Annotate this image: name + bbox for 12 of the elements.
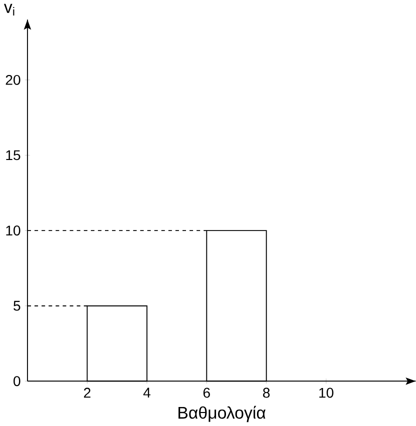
y-tick-label: 5 xyxy=(13,300,20,311)
x-axis-title: Βαθμολογία xyxy=(178,406,266,422)
y-axis-title: v$_{i}$ xyxy=(4,4,14,16)
x-tick-label: 10 xyxy=(319,388,334,398)
y-tick-label: 10 xyxy=(6,226,20,236)
y-tick-label: 20 xyxy=(6,74,20,85)
y-tick-label: 0 xyxy=(13,376,20,386)
x-tick-label: 2 xyxy=(84,388,90,398)
x-tick-label: 4 xyxy=(143,388,150,398)
x-tick-label: 8 xyxy=(262,388,270,398)
x-tick-label: 6 xyxy=(203,388,210,398)
y-tick-label: 15 xyxy=(6,150,20,160)
